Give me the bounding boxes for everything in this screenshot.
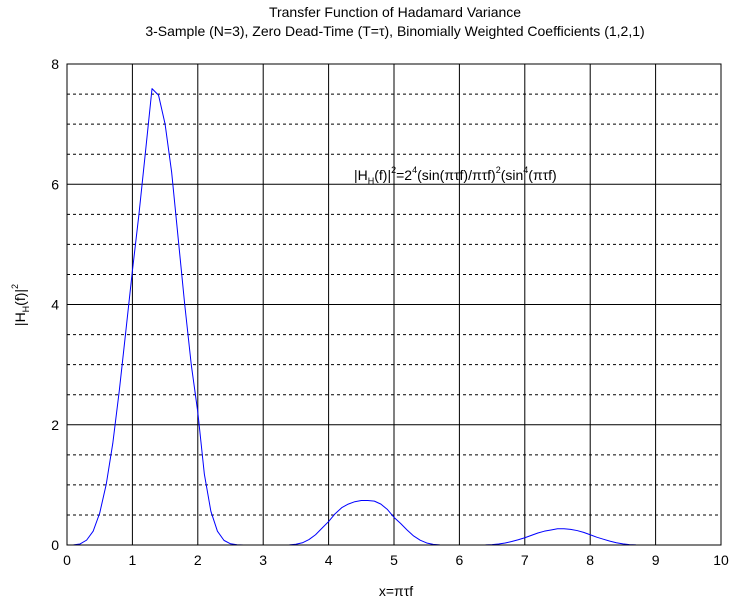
y-label-sup: 2	[10, 284, 20, 289]
formula-sub-1: H	[368, 176, 375, 186]
x-tick-label: 5	[390, 552, 398, 568]
plot-lines	[66, 88, 721, 546]
x-tick-label: 2	[194, 552, 202, 568]
formula-sup-2: 2	[391, 165, 396, 175]
formula-annotation: |HH(f)|2=24(sin(πτf)/πτf)2(sin4(πτf)	[354, 165, 557, 186]
y-tick-label: 0	[51, 537, 59, 553]
x-tick-label: 0	[63, 552, 71, 568]
formula-sup-5: 4	[523, 165, 528, 175]
x-tick-label: 9	[652, 552, 660, 568]
y-axis-label: |HH(f)|2	[10, 284, 31, 326]
y-label-base: |H	[12, 312, 28, 326]
y-tick-label: 2	[51, 417, 59, 433]
formula-sup-3: 4	[412, 165, 417, 175]
formula-part-2: (f)|	[374, 167, 391, 183]
formula-part-4: (sin(πτf)/πτf)	[417, 167, 496, 183]
plot-area-frame	[66, 63, 722, 546]
axis-ticks: 0 2 4 6 8 0 1 2 3 4 5 6 7 8 9 10	[51, 56, 729, 568]
y-label-sub: H	[21, 306, 31, 313]
y-tick-label: 6	[51, 176, 59, 192]
chart-subtitle: 3-Sample (N=3), Zero Dead-Time (T=τ), Bi…	[145, 23, 644, 39]
formula-part-5: (sin	[501, 167, 524, 183]
formula-part-6: (πτf)	[528, 167, 556, 183]
formula-part-1: |H	[354, 167, 368, 183]
y-tick-label: 4	[51, 297, 59, 313]
formula-part-3: =2	[396, 167, 412, 183]
y-tick-label: 8	[51, 56, 59, 72]
x-axis-label: x=πτf	[379, 583, 413, 599]
x-tick-label: 10	[713, 552, 729, 568]
x-tick-label: 1	[129, 552, 137, 568]
series-line-1	[66, 88, 721, 546]
chart-title: Transfer Function of Hadamard Variance	[269, 4, 521, 20]
formula-sup-4: 2	[496, 165, 501, 175]
x-tick-label: 4	[325, 552, 333, 568]
x-tick-label: 3	[259, 552, 267, 568]
x-tick-label: 6	[456, 552, 464, 568]
y-label-mid: (f)|	[12, 289, 28, 306]
x-tick-label: 7	[521, 552, 529, 568]
x-tick-label: 8	[586, 552, 594, 568]
